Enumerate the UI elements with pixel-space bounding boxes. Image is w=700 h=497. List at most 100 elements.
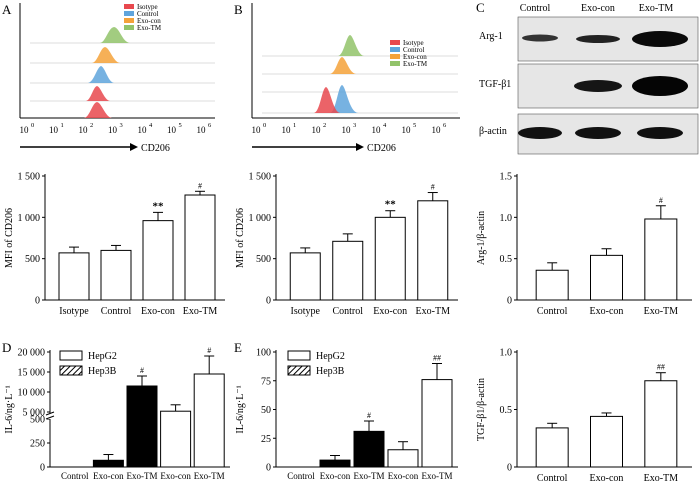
C-tgf-bar-2: [644, 380, 678, 468]
panel-label-c: C: [476, 0, 485, 15]
flow-a-peak-exo-con: [92, 47, 120, 63]
D-il6-axis-break-gap: [46, 413, 54, 419]
flow-a-arrow: CD206: [20, 143, 170, 154]
wb-col-control: Control: [520, 3, 551, 14]
D-il6-ytick-label-0: 0: [40, 463, 45, 474]
B-mfi-bar-1: [332, 240, 364, 301]
flow-b-tick-exp-5: 5: [413, 122, 416, 129]
flow-b-tick-4: 10: [372, 125, 382, 135]
flow-a-xlabel: CD206: [141, 143, 170, 154]
A-mfi-bar-3: [184, 194, 216, 301]
flow-a-peak-control: [88, 66, 114, 83]
C-arg-bar-2: [644, 218, 678, 301]
flow-a-legend: Isotype Control Exo-con Exo-TM: [124, 3, 162, 32]
flow-b-xticks: 10 0 10 1 10 2 10 3 10 4 10 5 10 6: [252, 122, 448, 135]
flow-a-xticks: 10 0 10 1 10 2 10 3 10 4 10 5 10 6: [20, 122, 213, 135]
D-il6-bar-3: [160, 410, 192, 468]
A-mfi-annot-2: **: [153, 200, 165, 212]
C-arg-xtick-label-2: Exo-TM: [644, 306, 679, 317]
C-arg-ytick-label-2: 1.0: [500, 213, 513, 224]
wb-band-actin-exo-tm: [637, 127, 683, 139]
flow-a-tick-4: 10: [138, 125, 148, 135]
chart-A-mfi: 0 500 1 000 1 500 MFI of CD206 Isotype Control…: [4, 172, 225, 317]
E-il6-xtick-label-1: Exo-con: [320, 471, 351, 481]
chart-C-tgf: 0 0.5 1.0 TGF-β1/β-actin Control Exo-con ## Exo…: [476, 348, 692, 484]
C-tgf-ytick-label-0: 0: [507, 463, 512, 474]
flow-b-tick-exp-0: 0: [263, 122, 266, 129]
flow-a-peak-isotype: [86, 86, 110, 101]
panel-label-e: E: [234, 340, 242, 355]
A-mfi-xtick-label-0: Isotype: [59, 306, 89, 317]
C-arg-xtick-label-1: Exo-con: [590, 306, 624, 317]
flow-b-peak-control: [330, 85, 358, 113]
wb-col-exo-con: Exo-con: [581, 3, 615, 14]
A-mfi-ytick-label-0: 0: [35, 296, 40, 307]
B-mfi-bar-0: [289, 252, 321, 301]
C-tgf-ylabel: TGF-β1/β-actin: [476, 378, 487, 441]
B-mfi-bar-3: [417, 200, 449, 301]
D-il6-axis-break-2: [45, 415, 55, 420]
C-tgf-bar-0: [535, 427, 569, 468]
d-legend: HepG2 Hep3B: [59, 350, 117, 377]
A-mfi-xtick-label-3: Exo-TM: [183, 306, 218, 317]
D-il6-xtick-label-2: Exo-TM: [127, 471, 158, 481]
flow-b-tick-exp-3: 3: [353, 122, 356, 129]
flow-a-legend-exo-tm: Exo-TM: [137, 24, 162, 32]
B-mfi-ylabel: MFI of CD206: [235, 208, 246, 268]
flow-b-tick-exp-6: 6: [443, 122, 447, 129]
A-mfi-ylabel: MFI of CD206: [4, 208, 15, 268]
flow-b-tick-exp-4: 4: [383, 122, 387, 129]
C-tgf-ytick-label-1: 0.5: [500, 405, 513, 416]
D-il6-xtick-label-0: Control: [61, 471, 89, 481]
E-il6-ytick-label-3: 75: [261, 376, 271, 387]
C-tgf-xtick-label-1: Exo-con: [590, 473, 624, 484]
flow-panel-a: [19, 3, 215, 119]
flow-a-tick-6: 10: [197, 125, 207, 135]
D-il6-xtick-label-4: Exo-TM: [194, 471, 225, 481]
wb-row-arg1: Arg-1: [479, 31, 503, 42]
wb-band-tgf-exo-tm: [632, 76, 688, 96]
E-il6-annot-2: #: [367, 411, 371, 420]
D-il6-annot-2: #: [140, 366, 144, 375]
flow-a-tick-exp-4: 4: [149, 122, 153, 129]
D-il6-xtick-label-3: Exo-con: [160, 471, 191, 481]
wb-col-exo-tm: Exo-TM: [639, 3, 674, 14]
A-mfi-bar-2: [142, 220, 174, 301]
C-tgf-xtick-label-0: Control: [537, 473, 568, 484]
flow-a-tick-exp-3: 3: [120, 122, 123, 129]
flow-a-tick-1: 10: [49, 125, 59, 135]
flow-b-tick-2: 10: [312, 125, 322, 135]
flow-a-tick-5: 10: [167, 125, 177, 135]
B-mfi-annot-2: **: [385, 199, 397, 211]
D-il6-ytick-label-6: 20 000: [18, 348, 46, 359]
flow-b-tick-exp-1: 1: [293, 122, 296, 129]
wb-row-tgfb1: TGF-β1: [479, 79, 511, 90]
flow-a-tick-exp-2: 2: [90, 122, 93, 129]
E-il6-ytick-label-2: 50: [261, 405, 271, 416]
C-arg-xtick-label-0: Control: [537, 306, 568, 317]
D-il6-ytick-label-1: 250: [30, 439, 45, 450]
C-arg-bar-0: [535, 269, 569, 301]
C-arg-ylabel: Arg-1/β-actin: [476, 211, 487, 265]
e-legend-hep3b: Hep3B: [316, 366, 345, 377]
flow-a-tick-exp-1: 1: [61, 122, 64, 129]
D-il6-annot-4: #: [207, 346, 211, 355]
C-arg-bar-1: [590, 254, 623, 301]
A-mfi-bar-0: [58, 252, 90, 301]
C-tgf-bar-1: [590, 415, 623, 468]
flow-b-tick-5: 10: [402, 125, 412, 135]
d-legend-hepg2: HepG2: [88, 351, 117, 362]
B-mfi-xtick-label-2: Exo-con: [373, 306, 407, 317]
D-il6-ytick-label-4: 10 000: [18, 388, 46, 399]
flow-b-xlabel: CD206: [367, 143, 396, 154]
D-il6-ytick-label-2: 500: [30, 415, 45, 426]
C-tgf-annot-2: ##: [657, 363, 665, 372]
E-il6-xtick-label-0: Control: [287, 471, 315, 481]
B-mfi-ytick-label-1: 500: [256, 254, 271, 265]
flow-b-peak-exo-tm: [338, 35, 364, 56]
flow-b-legend-isotype: Isotype: [403, 39, 424, 47]
E-il6-bar-4: [421, 379, 453, 468]
